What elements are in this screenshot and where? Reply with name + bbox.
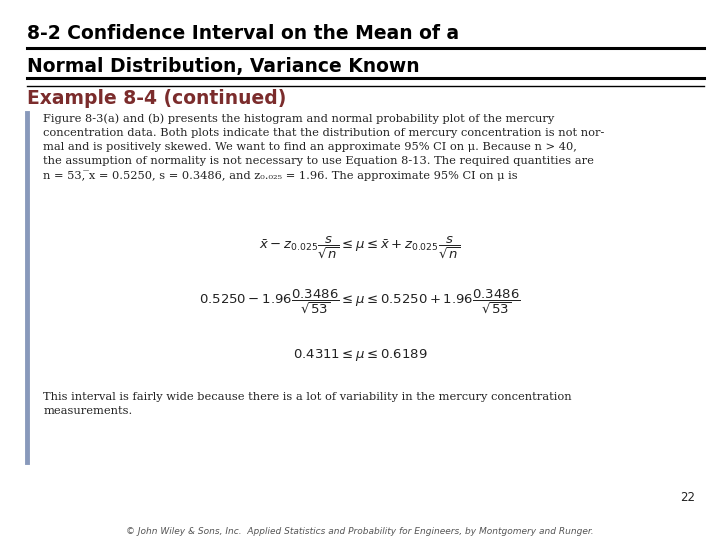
Text: Figure 8-3(a) and (b) presents the histogram and normal probability plot of the : Figure 8-3(a) and (b) presents the histo… [43, 113, 605, 181]
Text: This interval is fairly wide because there is a lot of variability in the mercur: This interval is fairly wide because the… [43, 392, 572, 415]
Text: $0.4311 \leq \mu \leq 0.6189$: $0.4311 \leq \mu \leq 0.6189$ [292, 347, 428, 363]
Text: $\bar{x} - z_{0.025}\dfrac{s}{\sqrt{n}} \leq \mu \leq \bar{x} + z_{0.025}\dfrac{: $\bar{x} - z_{0.025}\dfrac{s}{\sqrt{n}} … [259, 235, 461, 261]
Text: Normal Distribution, Variance Known: Normal Distribution, Variance Known [27, 57, 420, 76]
Text: 22: 22 [680, 491, 695, 504]
Text: 8-2 Confidence Interval on the Mean of a: 8-2 Confidence Interval on the Mean of a [27, 24, 459, 43]
Text: © John Wiley & Sons, Inc.  Applied Statistics and Probability for Engineers, by : © John Wiley & Sons, Inc. Applied Statis… [126, 526, 594, 536]
Text: Example 8-4 (continued): Example 8-4 (continued) [27, 89, 287, 108]
Text: $0.5250 - 1.96\dfrac{0.3486}{\sqrt{53}} \leq \mu \leq 0.5250 + 1.96\dfrac{0.3486: $0.5250 - 1.96\dfrac{0.3486}{\sqrt{53}} … [199, 287, 521, 315]
